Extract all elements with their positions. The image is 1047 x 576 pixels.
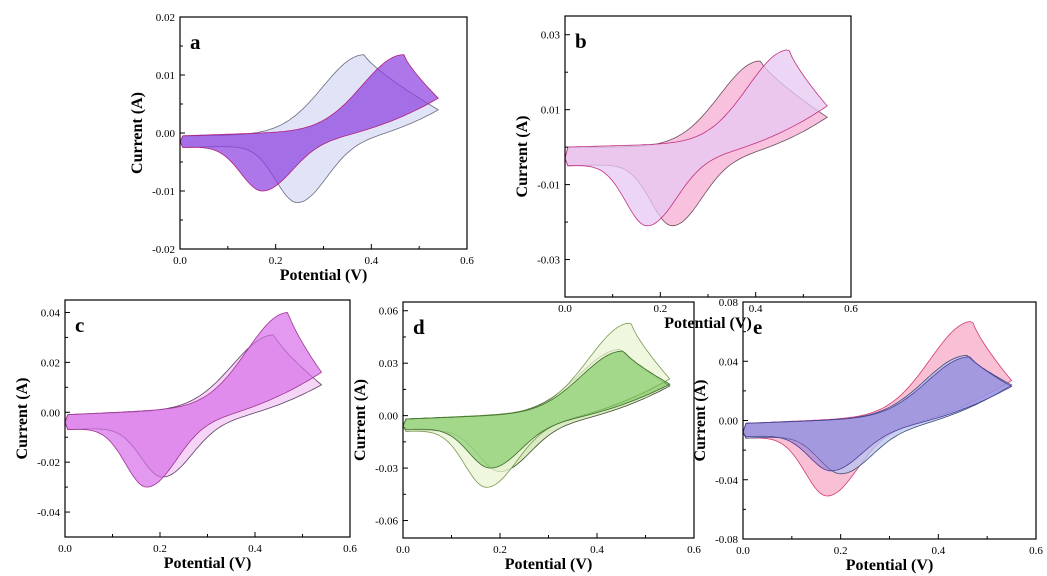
cv-loops [743,321,1013,497]
y-axis-label: Current (A) [129,92,146,174]
y-axis-label: Current (A) [692,380,709,462]
y-tick-label: -0.03 [375,463,398,475]
cv-loop-2 [65,312,323,488]
y-tick-label: 0.04 [719,356,739,368]
x-tick-label: 0.2 [834,545,848,557]
x-tick-label: 0.6 [343,543,357,555]
y-tick-label: 0.04 [41,307,61,319]
panel-letter: c [75,313,84,337]
x-tick-label: 0.4 [590,544,604,556]
x-tick-label: 0.4 [364,255,378,267]
x-tick-label: 0.6 [687,544,701,556]
y-tick-label: 0.03 [379,358,399,370]
x-tick-label: 0.6 [460,255,474,267]
y-axis-label: Current (A) [14,378,31,460]
cv-loops [180,54,440,204]
x-tick-label: 0.0 [173,255,187,267]
y-tick-label: -0.03 [537,255,560,267]
y-tick-label: -0.04 [715,475,738,487]
y-tick-label: -0.01 [537,180,560,192]
y-tick-label: 0.00 [379,411,399,423]
x-tick-label: 0.0 [396,544,410,556]
cv-loop-2 [403,322,671,488]
x-tick-label: 0.2 [493,544,507,556]
panel-a: 0.0 0.2 0.4 0.6 -0.02 -0.01 0.00 0.01 0.02 Potent… [129,12,474,284]
cv-loops [565,49,828,227]
x-tick-label: 0.0 [58,543,72,555]
x-axis-label: Potential (V) [280,267,368,284]
cv-loop-2 [180,54,439,192]
x-axis-label: Potential (V) [846,557,934,574]
x-tick-label: 0.0 [558,303,572,315]
y-axis-label: Current (A) [514,116,531,198]
cv-loops [403,322,671,488]
y-tick-label: 0.00 [156,128,176,140]
panel-e: 0.0 0.2 0.4 0.6 -0.08 -0.04 0.00 0.04 0.08 Potent… [692,297,1043,574]
x-tick-label: 0.6 [1029,545,1043,557]
panel-letter: b [575,29,587,53]
x-axis-label: Potential (V) [164,555,252,572]
x-tick-label: 0.4 [931,545,945,557]
cv-loop-1 [743,321,1013,497]
x-tick-label: 0.6 [844,303,858,315]
y-tick-label: -0.02 [152,244,175,256]
panel-letter: e [753,315,762,339]
y-tick-label: -0.02 [37,457,60,469]
y-axis-label: Current (A) [352,379,369,461]
x-tick-label: 0.0 [736,545,750,557]
cv-loop-3 [403,350,671,469]
panel-c: 0.0 0.2 0.4 0.6 -0.04 -0.02 0.00 0.02 0.04 Potent… [14,299,357,572]
cv-loop-2 [565,49,828,227]
y-tick-label: 0.01 [156,70,175,82]
y-tick-label: 0.08 [719,297,739,309]
panel-letter: d [413,315,425,339]
y-tick-label: -0.04 [37,507,60,519]
y-tick-label: 0.00 [719,416,739,428]
y-tick-label: -0.06 [375,516,398,528]
x-tick-label: 0.4 [248,543,262,555]
x-tick-label: 0.4 [749,303,763,315]
panel-d: 0.0 0.2 0.4 0.6 -0.06 -0.03 0.00 0.03 0.06 Potent… [352,301,701,573]
y-tick-label: 0.02 [41,357,60,369]
x-tick-label: 0.2 [653,303,667,315]
y-tick-label: 0.06 [379,306,399,318]
x-axis-label: Potential (V) [505,556,593,573]
cv-loops [65,312,323,488]
y-tick-label: 0.02 [156,12,175,24]
y-tick-label: 0.00 [41,407,61,419]
y-tick-label: 0.01 [541,105,560,117]
x-tick-label: 0.2 [153,543,167,555]
x-tick-label: 0.2 [269,255,283,267]
panel-b: 0.0 0.2 0.4 0.6 -0.03 -0.01 0.01 0.03 Potential … [514,15,858,332]
y-tick-label: 0.03 [541,30,561,42]
y-tick-label: -0.08 [715,534,738,546]
cv-loop-3 [743,356,1013,472]
y-tick-label: -0.01 [152,186,175,198]
x-axis-label: Potential (V) [664,315,752,332]
panel-letter: a [190,30,201,54]
